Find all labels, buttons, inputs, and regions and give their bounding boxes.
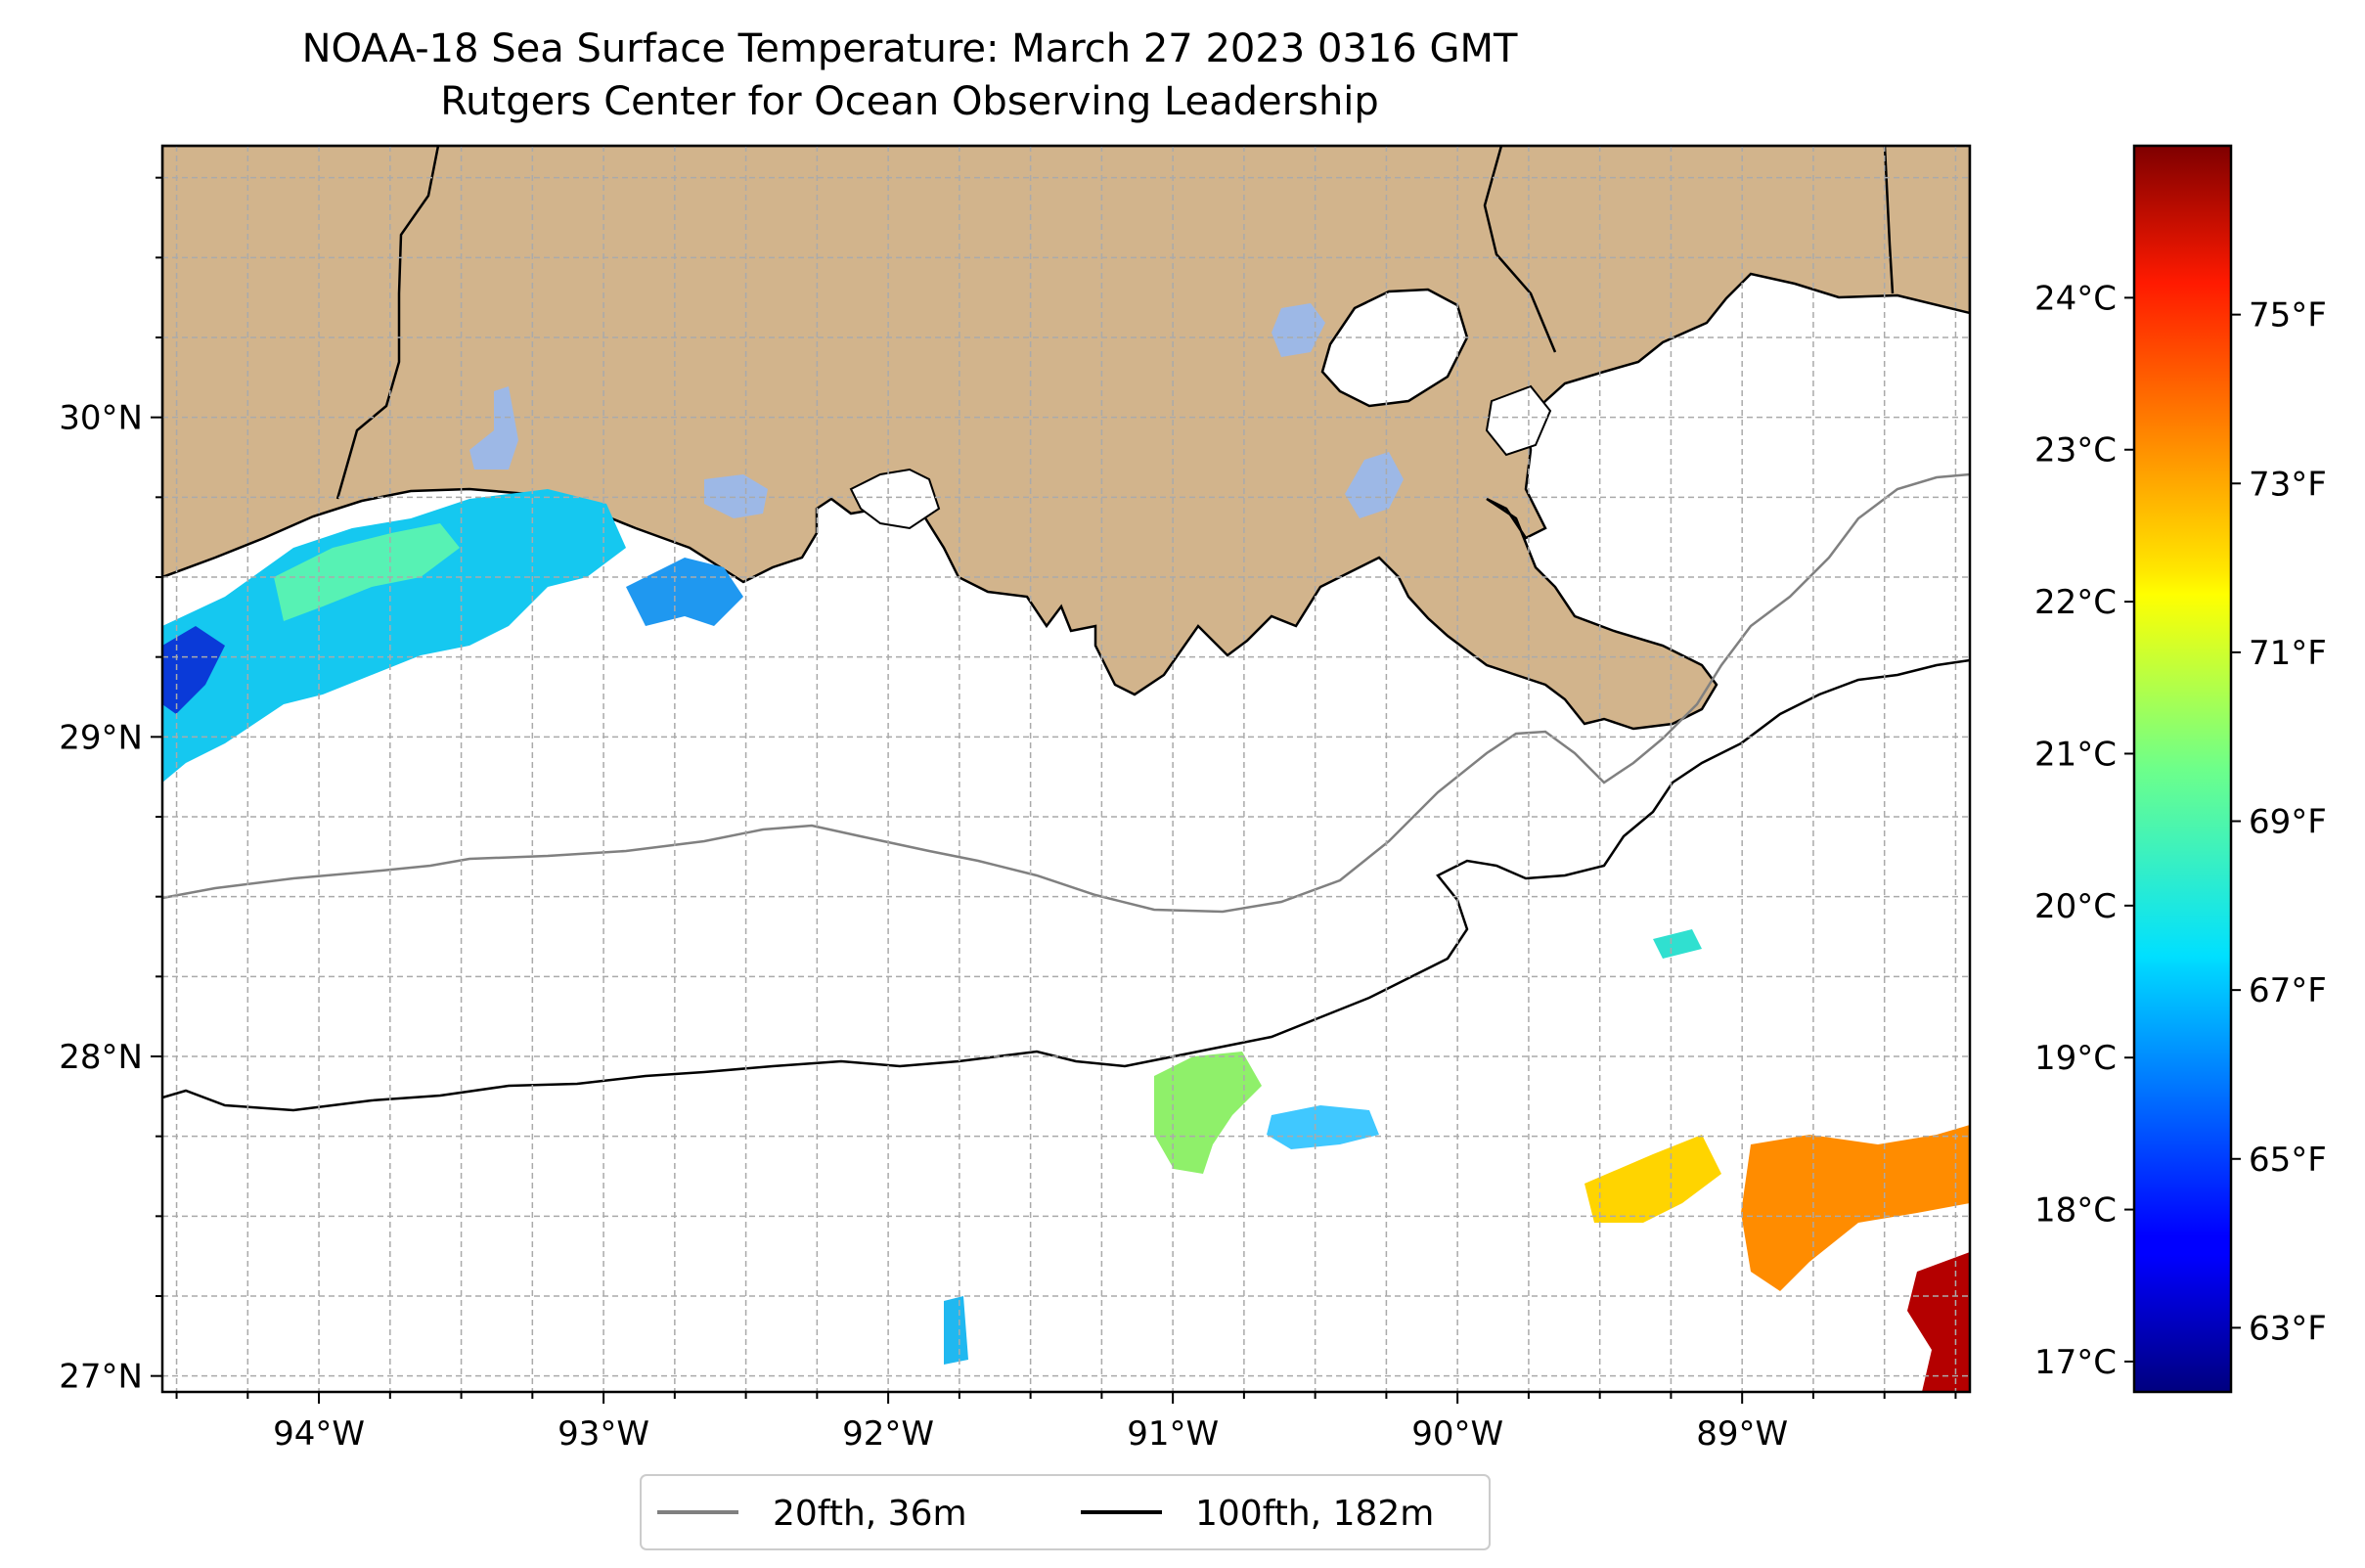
border-texas-louisiana <box>335 146 440 500</box>
legend: 20fth, 36m 100fth, 182m <box>640 1474 1491 1550</box>
celsius-tick-label: 20°C <box>2034 887 2117 926</box>
lake-grand <box>704 474 768 518</box>
bay-atchafalaya <box>849 468 941 530</box>
fahrenheit-tick-label: 65°F <box>2249 1141 2327 1180</box>
sst-patch-nearshore-blue <box>162 626 225 714</box>
celsius-tick-label: 17°C <box>2034 1343 2117 1382</box>
lat-tick-label: 28°N <box>59 1038 143 1077</box>
celsius-tick-label: 18°C <box>2034 1191 2117 1231</box>
sst-patch-mid-green <box>1154 1052 1262 1174</box>
sst-patch-southeast-orange <box>1741 1125 1970 1291</box>
sst-patch-south-blue <box>944 1296 968 1365</box>
isobath-20fth <box>162 472 1970 914</box>
celsius-tick-label: 22°C <box>2034 583 2117 622</box>
sst-patch-southeast-yellow <box>1584 1135 1721 1223</box>
colorbar <box>2132 144 2233 1394</box>
lat-tick-label: 29°N <box>59 718 143 757</box>
map-area <box>162 146 1970 1392</box>
lat-tick-label: 30°N <box>59 399 143 438</box>
latitude-axis: 27°N 28°N 29°N 30°N <box>59 176 162 1397</box>
isobath-100fth <box>162 658 1970 1112</box>
lake-borgne <box>1485 384 1552 457</box>
colorbar-celsius-axis: 17°C 18°C 19°C 20°C 21°C 22°C 23°C 24°C <box>2034 279 2134 1382</box>
lon-tick-label: 90°W <box>1411 1414 1503 1454</box>
longitude-axis: 94°W 93°W 92°W 91°W 90°W 89°W <box>175 1392 1957 1454</box>
lake-maurepas <box>1272 303 1325 357</box>
lake-calcasieu <box>469 386 518 470</box>
legend-label-100fth: 100fth, 182m <box>1195 1494 1434 1534</box>
lake-salvador <box>1345 452 1404 518</box>
map-subtitle: Rutgers Center for Ocean Observing Leade… <box>440 79 1379 124</box>
fahrenheit-tick-label: 67°F <box>2249 971 2327 1010</box>
fahrenheit-tick-label: 63°F <box>2249 1309 2327 1348</box>
sst-patch-nearshore-east <box>626 558 743 626</box>
lon-tick-label: 94°W <box>273 1414 365 1454</box>
sst-patch-mid-blue <box>1267 1105 1379 1149</box>
map-gridlines <box>162 146 1970 1392</box>
border-mississippi-louisiana <box>1483 146 1557 353</box>
celsius-tick-label: 23°C <box>2034 431 2117 470</box>
sst-patch-nearshore-west-green <box>274 523 460 621</box>
fahrenheit-tick-label: 69°F <box>2249 803 2327 842</box>
lon-tick-label: 89°W <box>1696 1414 1788 1454</box>
border-mississippi-alabama <box>1883 146 1895 294</box>
celsius-tick-label: 19°C <box>2034 1039 2117 1078</box>
lon-tick-label: 93°W <box>558 1414 649 1454</box>
lon-tick-label: 92°W <box>842 1414 934 1454</box>
sst-data <box>162 489 1970 1392</box>
fahrenheit-tick-label: 73°F <box>2249 465 2327 504</box>
sst-patch-southeast-red <box>1907 1252 1970 1392</box>
sst-patch-nearshore-west <box>162 489 626 783</box>
fahrenheit-tick-label: 75°F <box>2249 296 2327 336</box>
map-frame <box>160 144 1972 1394</box>
lon-tick-label: 91°W <box>1127 1414 1219 1454</box>
celsius-tick-label: 24°C <box>2034 279 2117 318</box>
lat-tick-label: 27°N <box>59 1358 143 1397</box>
colorbar-fahrenheit-axis: 63°F 65°F 67°F 69°F 71°F 73°F 75°F <box>2231 296 2327 1348</box>
legend-label-20fth: 20fth, 36m <box>773 1494 967 1534</box>
celsius-tick-label: 21°C <box>2034 735 2117 774</box>
map-title: NOAA-18 Sea Surface Temperature: March 2… <box>301 26 1518 71</box>
sst-patch-east-small <box>1653 929 1702 959</box>
fahrenheit-tick-label: 71°F <box>2249 634 2327 673</box>
